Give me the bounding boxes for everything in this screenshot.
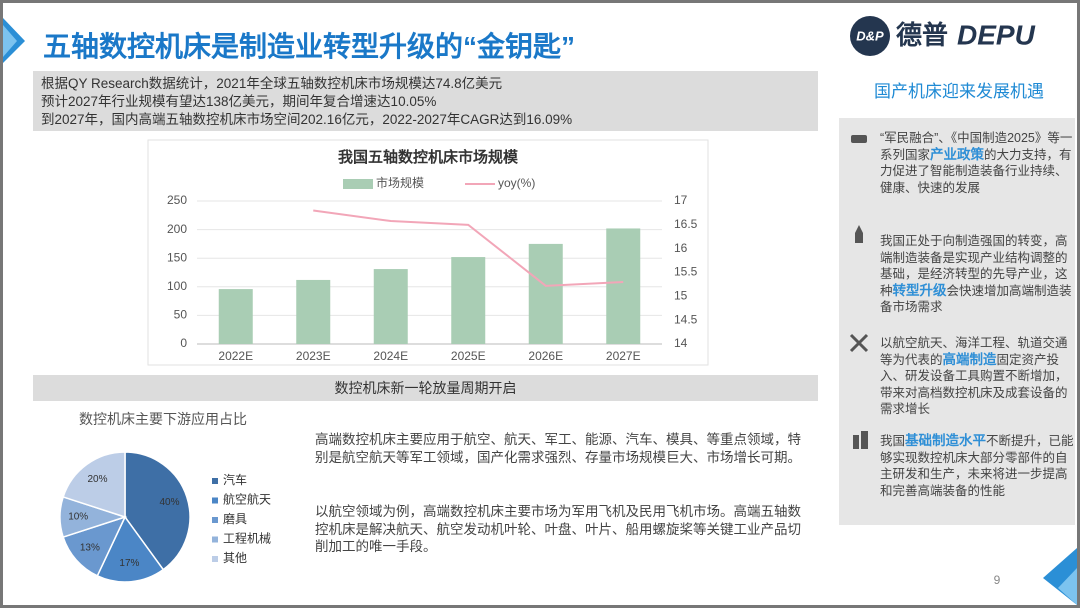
legend-label: 磨具 (223, 512, 247, 526)
legend-swatch (212, 517, 218, 523)
band-bg (33, 375, 818, 401)
legend-label: yoy(%) (498, 176, 535, 190)
side-item: 我国正处于向制造强国的转变，高端制造装备是实现产业结构调整的基础，是经济转型的先… (880, 233, 1075, 316)
legend-swatch (343, 179, 373, 189)
y-tick-label: 150 (167, 250, 187, 264)
side-title: 国产机床迎来发展机遇 (874, 82, 1044, 101)
y-tick-label: 200 (167, 222, 187, 236)
pie-label: 10% (68, 512, 88, 523)
bar (528, 243, 563, 344)
pie-label: 17% (119, 558, 139, 569)
bar (606, 228, 641, 344)
y2-tick-label: 16.5 (674, 217, 698, 231)
title: 五轴数控机床是制造业转型升级的“金钥匙” (43, 31, 576, 62)
pie-slice (96, 515, 165, 583)
icon-building (861, 431, 868, 449)
legend-label: 市场规模 (376, 175, 424, 190)
item-highlight: 高端制造 (942, 351, 997, 367)
y2-tick-label: 17 (674, 193, 688, 207)
chart-title: 我国五轴数控机床市场规模 (338, 148, 519, 166)
item-highlight: 转型升级 (892, 282, 947, 298)
y2-tick-label: 16 (674, 241, 688, 255)
y-tick-label: 50 (174, 308, 188, 322)
y2-tick-label: 14.5 (674, 312, 698, 326)
item-text: 以航空航天、海洋工程、轨道交通等为代表的 (880, 336, 1068, 367)
side-item: “军民融合”、《中国制造2025》等一系列国家产业政策的大力支持，有力促进了智能… (880, 130, 1075, 196)
x-tick-label: 2025E (451, 349, 486, 363)
page-number: 9 (994, 573, 1001, 587)
logo-en: DEPU (957, 19, 1036, 50)
item-text: 我国 (880, 434, 906, 448)
pie-slice (124, 451, 191, 571)
item-text: 固定资产投入、研发设备工具购置不断增加，带来对高档数控机床及成套设备的需求增长 (880, 352, 1068, 417)
legend-swatch (212, 478, 218, 484)
line-series (313, 209, 624, 287)
legend-label: 其他 (223, 551, 247, 565)
side-panel (839, 118, 1075, 525)
summary-line: 到2027年，国内高端五轴数控机床市场空间202.16亿元，2022-2027年… (41, 112, 573, 127)
x-tick-label: 2026E (528, 349, 563, 363)
x-tick-label: 2023E (296, 349, 331, 363)
bar (218, 289, 253, 344)
y2-tick-label: 15 (674, 289, 688, 303)
legend-swatch (212, 556, 218, 562)
icon-building (853, 435, 859, 449)
y-tick-label: 100 (167, 279, 187, 293)
graphics: D&P 德普 DEPU 9 我国五轴数控机床市场规模 0 50 100 150 200 25… (3, 16, 1077, 605)
item-highlight: 基础制造水平 (905, 433, 987, 448)
legend-label: 汽车 (223, 472, 247, 487)
bar (451, 257, 486, 344)
paragraph: 高端数控机床主要应用于航空、航天、军工、能源、汽车、模具、等重点领域，特别是航空… (315, 432, 801, 465)
corner-deco (1058, 568, 1077, 605)
side-item: 我国基础制造水平不断提升，已能够实现数控机床大部分零部件的自主研发和生产，未来将… (880, 433, 1075, 499)
item-text: “军民融合”、《中国制造2025》等一系列国家 (880, 131, 1073, 162)
legend-swatch (212, 536, 218, 543)
paragraph: 以航空领域为例，高端数控机床主要市场为军用飞机及民用飞机市场。高端五轴数控机床是… (315, 504, 801, 555)
band-text: 数控机床新一轮放量周期开启 (334, 380, 517, 396)
item-text: 不断提升，已能够实现数控机床大部分零部件的自主研发和生产，未来将进一步提高和完善… (880, 434, 1074, 498)
logo-badge (850, 16, 890, 56)
summary-box: 根据QY Research数据统计，2021年全球五轴数控机床市场规模达74.8… (33, 71, 818, 131)
item-text: 我国正处于向制造强国的转变，高端制造装备是实现产业结构调整的基础，是经济转型的先… (880, 234, 1068, 298)
icon-hand (851, 135, 867, 143)
y-tick-label: 0 (180, 336, 187, 350)
logo-badge-text: D&P (856, 28, 884, 43)
item-text: 的大力支持，有力促进了智能制造装备行业持续、健康、快速的发展 (880, 147, 1072, 195)
y2-tick-label: 15.5 (674, 265, 698, 279)
summary-line: 预计2027年行业规模有望达138亿美元，期间年复合增速达10.05% (41, 94, 437, 109)
item-highlight: 产业政策 (930, 146, 985, 162)
corner-deco (3, 25, 17, 57)
chart-title: 数控机床主要下游应用占比 (79, 411, 247, 428)
icons (849, 135, 869, 449)
pie-slice (62, 451, 126, 519)
legend-swatch (212, 497, 218, 504)
pie-label: 40% (160, 497, 180, 508)
x-tick-label: 2024E (373, 349, 408, 363)
icon-tools (849, 333, 869, 353)
x-tick-label: 2022E (218, 349, 253, 363)
icon-rocket (855, 225, 863, 243)
x-tick-label: 2027E (606, 349, 641, 363)
bar (373, 269, 408, 344)
legend-label: 航空航天 (223, 492, 271, 507)
logo-cn: 德普 (896, 20, 948, 50)
bar (296, 279, 331, 344)
item-text: 会快速增加高端制造装备市场需求 (880, 283, 1072, 315)
pie-label: 13% (80, 543, 100, 554)
legend-label: 工程机械 (223, 531, 271, 546)
y2-tick-label: 14 (674, 336, 688, 350)
side-item: 以航空航天、海洋工程、轨道交通等为代表的高端制造固定资产投入、研发设备工具购置不… (880, 335, 1075, 418)
summary-line: 根据QY Research数据统计，2021年全球五轴数控机床市场规模达74.8… (41, 76, 503, 91)
pie-label: 20% (87, 474, 107, 485)
y-tick-label: 250 (167, 193, 187, 207)
